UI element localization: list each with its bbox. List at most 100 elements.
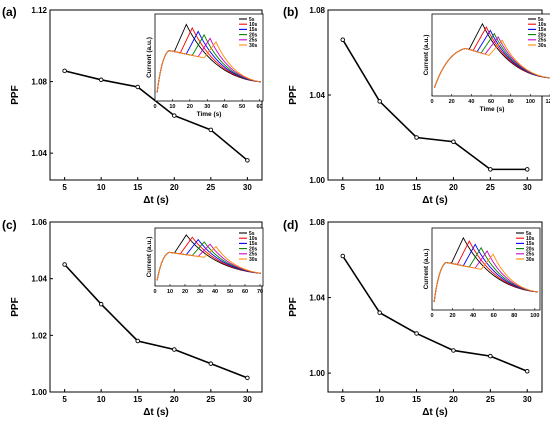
y-tick-label: 1.12 bbox=[31, 6, 47, 15]
panel-label: (a) bbox=[2, 5, 17, 19]
inset-x-tick-label: 60 bbox=[242, 289, 248, 295]
inset-y-axis-label: Current (a.u.) bbox=[146, 37, 153, 78]
ppf-data-point bbox=[208, 127, 214, 133]
inset-trace-30s bbox=[156, 40, 261, 93]
panel-label: (c) bbox=[2, 218, 17, 232]
inset-x-tick-label: 60 bbox=[488, 99, 494, 105]
inset-x-tick-label: 40 bbox=[212, 289, 218, 295]
x-tick-label: 10 bbox=[375, 395, 384, 404]
inset-legend-label: 15s bbox=[249, 241, 258, 247]
inset-x-tick-label: 60 bbox=[256, 104, 262, 110]
x-tick-label: 20 bbox=[170, 395, 179, 404]
inset-x-tick-label: 60 bbox=[491, 313, 497, 319]
inset-legend-label: 5s bbox=[538, 17, 544, 23]
x-tick-label: 15 bbox=[133, 395, 142, 404]
panel-label: (d) bbox=[283, 218, 298, 232]
inset-x-tick-label: 80 bbox=[511, 313, 517, 319]
inset-x-tick-label: 40 bbox=[222, 104, 228, 110]
inset-legend-label: 20s bbox=[538, 32, 547, 38]
ppf-data-point bbox=[62, 262, 67, 267]
y-tick-label: 1.00 bbox=[31, 388, 47, 397]
x-tick-label: 5 bbox=[62, 183, 67, 192]
inset-legend-label: 25s bbox=[249, 38, 258, 44]
inset-chart: 0 20 40 60 80 100 Current (a.u.) 5s10s15s20s25s… bbox=[423, 227, 541, 319]
inset-x-tick-label: 0 bbox=[153, 289, 156, 295]
inset-x-tick-label: 20 bbox=[450, 313, 456, 319]
x-tick-label: 25 bbox=[206, 395, 215, 404]
inset-legend-label: 15s bbox=[538, 27, 547, 33]
inset-x-tick-label: 80 bbox=[508, 99, 514, 105]
y-axis-label: PPF bbox=[10, 85, 21, 104]
ppf-data-point bbox=[414, 135, 419, 140]
plot-frame bbox=[327, 221, 543, 393]
inset-legend-label: 30s bbox=[526, 257, 535, 263]
x-axis-label: Δt (s) bbox=[422, 195, 448, 206]
x-tick-label: 5 bbox=[341, 395, 346, 404]
ppf-data-point bbox=[135, 84, 140, 90]
inset-x-tick-label: 0 bbox=[430, 99, 433, 105]
panel-c: (c) 5 10 15 20 25 30 1.00 1.02 1.04 1.06 Δt (s) PPF 0… bbox=[2, 218, 264, 418]
inset-legend-label: 15s bbox=[526, 241, 535, 247]
ppf-data-point bbox=[245, 158, 250, 163]
ppf-data-point bbox=[98, 77, 104, 83]
inset-y-axis-label: Current (a.u.) bbox=[423, 35, 430, 76]
inset-trace-30s bbox=[433, 39, 550, 88]
inset-legend-label: 25s bbox=[526, 252, 535, 258]
inset-y-axis-label: Current (a.u.) bbox=[146, 237, 153, 278]
inset-legend-label: 10s bbox=[538, 22, 547, 28]
x-axis-label: Δt (s) bbox=[143, 195, 169, 206]
x-tick-label: 10 bbox=[97, 183, 106, 192]
x-tick-label: 25 bbox=[206, 183, 215, 192]
x-tick-label: 20 bbox=[449, 395, 458, 404]
inset-x-axis-label: Time (s) bbox=[197, 111, 222, 118]
inset-legend-label: 20s bbox=[249, 246, 258, 252]
ppf-series-line bbox=[342, 255, 528, 372]
inset-legend-label: 10s bbox=[249, 236, 258, 242]
inset-y-axis-label: Current (a.u.) bbox=[423, 249, 430, 290]
x-tick-label: 25 bbox=[486, 395, 495, 404]
inset-chart: 020406080100120Time (s)Current (a.u.)5s1… bbox=[423, 13, 550, 113]
ppf-data-point bbox=[245, 375, 250, 381]
inset-x-tick-label: 120 bbox=[545, 99, 550, 105]
x-tick-label: 30 bbox=[243, 395, 252, 404]
inset-x-tick-label: 10 bbox=[169, 104, 175, 110]
inset-x-tick-label: 10 bbox=[167, 289, 173, 295]
inset-frame bbox=[154, 227, 264, 287]
inset-x-axis-label: Time (s) bbox=[480, 106, 505, 113]
y-axis-label: PPF bbox=[10, 297, 21, 316]
ppf-series-line bbox=[342, 39, 528, 171]
inset-x-tick-label: 0 bbox=[430, 313, 433, 319]
ppf-data-point bbox=[62, 68, 67, 74]
inset-x-tick-label: 70 bbox=[257, 289, 263, 295]
x-tick-label: 10 bbox=[375, 183, 384, 192]
inset-legend-label: 30s bbox=[249, 43, 258, 49]
y-tick-label: 1.04 bbox=[31, 149, 47, 158]
y-tick-label: 1.02 bbox=[31, 331, 47, 340]
x-tick-label: 15 bbox=[133, 183, 142, 192]
inset-legend-label: 30s bbox=[538, 43, 547, 49]
ppf-data-point bbox=[488, 167, 493, 172]
inset-x-tick-label: 20 bbox=[187, 104, 193, 110]
inset-legend-label: 25s bbox=[249, 252, 258, 258]
ppf-data-point bbox=[172, 113, 177, 118]
inset-chart: 0 10 20 30 40 50 60 Time (s) Current (a.u.) 5s10s… bbox=[146, 13, 264, 118]
inset-legend-label: 15s bbox=[249, 27, 258, 33]
y-tick-label: 1.08 bbox=[309, 218, 325, 227]
inset-trace-30s bbox=[433, 253, 538, 302]
plot-frame bbox=[49, 221, 263, 393]
ppf-data-point bbox=[135, 338, 140, 344]
x-axis-label: Δt (s) bbox=[422, 407, 448, 418]
inset-trace-30s bbox=[156, 245, 261, 281]
inset-x-tick-label: 50 bbox=[227, 289, 233, 295]
inset-legend-label: 10s bbox=[249, 22, 258, 28]
ppf-data-point bbox=[451, 139, 456, 144]
ppf-data-point bbox=[98, 301, 104, 307]
y-tick-label: 1.08 bbox=[309, 6, 325, 15]
inset-legend-label: 5s bbox=[526, 231, 532, 237]
ppf-data-point bbox=[377, 310, 382, 315]
inset-x-tick-label: 100 bbox=[526, 99, 535, 105]
inset-x-tick-label: 20 bbox=[182, 289, 188, 295]
x-tick-label: 10 bbox=[97, 395, 106, 404]
panel-a: (a) 5 10 15 20 25 30 1.04 1.08 1.12 Δt (s) PPF 0 10 20… bbox=[2, 5, 264, 206]
